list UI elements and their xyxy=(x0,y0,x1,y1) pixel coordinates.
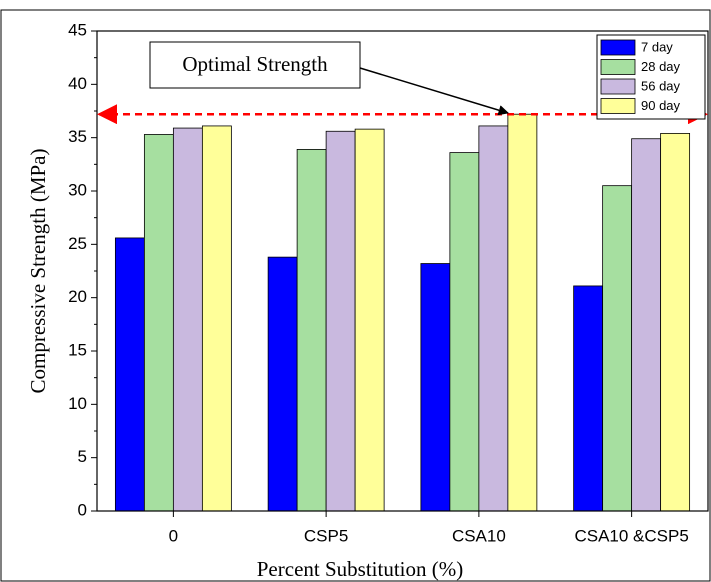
bar xyxy=(573,285,604,512)
y-tick-label: 5 xyxy=(78,447,87,466)
plot-frame xyxy=(96,30,709,512)
y-tick-label: 40 xyxy=(68,74,87,93)
bar xyxy=(296,148,327,512)
legend-swatch xyxy=(600,98,636,114)
y-tick-label: 25 xyxy=(68,234,87,253)
y-tick-label: 35 xyxy=(68,127,87,146)
bar xyxy=(114,237,145,512)
bar xyxy=(507,113,538,512)
legend-label: 90 day xyxy=(641,98,681,113)
bar xyxy=(449,152,480,512)
legend-swatch xyxy=(600,59,636,75)
bar xyxy=(602,185,633,512)
y-tick-label: 30 xyxy=(68,180,87,199)
annotation: Optimal Strength xyxy=(182,52,328,76)
bar xyxy=(172,127,203,512)
y-tick-label: 15 xyxy=(68,340,87,359)
x-tick-label: CSA10 &CSP5 xyxy=(574,526,688,545)
bar xyxy=(201,125,232,512)
frame xyxy=(0,9,711,582)
bar xyxy=(631,138,662,512)
y-tick-label: 10 xyxy=(68,394,87,413)
legend-label: 7 day xyxy=(641,39,673,54)
bar xyxy=(325,130,356,512)
annotation-arrow xyxy=(359,67,510,116)
y-tick-label: 45 xyxy=(68,20,87,39)
y-tick-label: 0 xyxy=(78,500,87,519)
bar xyxy=(354,128,385,512)
x-tick-label: CSA10 xyxy=(452,526,506,545)
annotation-box xyxy=(149,41,361,89)
legend-swatch xyxy=(600,78,636,95)
legend-label: 56 day xyxy=(641,78,681,93)
x-tick-label: CSP5 xyxy=(304,526,348,545)
bar xyxy=(660,132,691,512)
x-tick-label: 0 xyxy=(169,526,178,545)
legend-swatch xyxy=(600,39,636,56)
bar xyxy=(143,134,174,512)
y-axis-label: Compressive Strength (MPa) xyxy=(26,149,50,394)
bar xyxy=(267,256,298,512)
y-tick-label: 20 xyxy=(68,287,87,306)
legend-label: 28 day xyxy=(641,59,681,74)
bar xyxy=(478,125,509,512)
x-axis-label: Percent Substitution (%) xyxy=(257,557,463,581)
bar xyxy=(420,263,451,512)
